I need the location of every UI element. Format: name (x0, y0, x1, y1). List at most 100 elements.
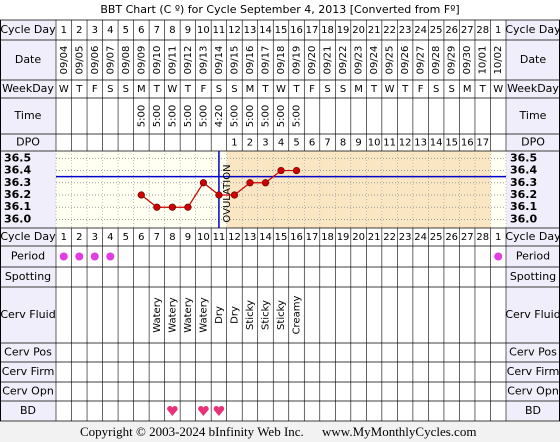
dpo: 15 (445, 138, 458, 149)
date: 09/14 (214, 46, 225, 75)
time: 5:00 (152, 105, 163, 127)
cycle-day: 7 (154, 25, 160, 36)
dpo: 14 (430, 138, 443, 149)
row-label: DPO (16, 136, 40, 149)
grid-body: Cycle Day Cycle Day Date Date WeekDay WeekDay… (0, 19, 560, 422)
cycle-day: 19 (337, 25, 350, 36)
luteal-shade (335, 151, 351, 228)
time: 4:20 (214, 105, 225, 127)
cycle-day: 10 (197, 25, 210, 36)
bd-heart (213, 405, 225, 416)
dpo: 6 (309, 138, 315, 149)
luteal-shade (319, 151, 336, 228)
weekday: S (123, 84, 129, 95)
luteal-shade (257, 151, 274, 228)
dpo: 4 (278, 138, 284, 149)
label-column (0, 20, 56, 421)
row-label: Period (11, 250, 45, 263)
cycle-day: 24 (414, 232, 427, 243)
cervical-fluid: Sticky (276, 300, 287, 330)
weekday: T (75, 84, 83, 95)
y-tick-label: 36.3 (4, 176, 31, 189)
cycle-day: 11 (213, 25, 226, 36)
cycle-day: 5 (123, 25, 129, 36)
period-dot (106, 252, 115, 261)
cycle-day: 23 (399, 232, 412, 243)
cycle-day: 7 (154, 232, 160, 243)
bd-heart (198, 405, 209, 416)
date: 09/20 (307, 46, 318, 75)
dpo: 8 (340, 138, 346, 149)
cycle-day: 27 (461, 25, 474, 36)
weekday: T (261, 84, 269, 95)
cervical-fluid: Creamy (292, 296, 303, 335)
y-tick-label: 36.3 (510, 176, 537, 189)
temperature-point (292, 166, 301, 175)
date: 09/06 (90, 46, 101, 75)
cycle-day: 16 (290, 232, 303, 243)
time: 5:00 (229, 105, 240, 127)
cycle-day: 22 (383, 232, 396, 243)
cycle-day: 25 (430, 25, 443, 36)
date: 09/23 (354, 46, 365, 75)
date: 09/18 (276, 46, 287, 75)
cycle-day: 13 (244, 25, 257, 36)
cycle-day: 14 (259, 232, 272, 243)
date: 09/25 (385, 46, 396, 75)
luteal-shade (474, 151, 491, 228)
luteal-shade (273, 151, 289, 228)
y-tick-label: 36.4 (4, 164, 31, 177)
cycle-day: 22 (383, 25, 396, 36)
cycle-day: 25 (430, 232, 443, 243)
date: 09/07 (105, 46, 116, 75)
date: 09/30 (462, 46, 473, 75)
temperature-point (246, 179, 254, 187)
date: 09/11 (167, 46, 178, 75)
period-dot (75, 252, 84, 261)
cycle-day: 3 (92, 25, 98, 36)
weekday: T (292, 84, 300, 95)
cycle-day: 8 (169, 232, 175, 243)
weekday: F (418, 84, 424, 95)
weekday: M (463, 84, 472, 95)
dpo: 3 (262, 138, 268, 149)
dpo: 11 (383, 138, 396, 149)
cycle-day: 9 (185, 232, 191, 243)
row-label: Cerv Firm (2, 365, 55, 378)
dpo: 7 (324, 138, 330, 149)
row-label: Cycle Day (505, 230, 560, 243)
cycle-day: 26 (445, 232, 458, 243)
cycle-day: 1 (61, 232, 67, 243)
dpo: 1 (231, 138, 237, 149)
cycle-day: 5 (123, 232, 129, 243)
row-label: DPO (521, 136, 545, 149)
row-label: Date (15, 53, 42, 66)
temperature-point (277, 166, 285, 175)
cycle-day: 26 (445, 25, 458, 36)
row-label: Cerv Pos (4, 346, 52, 359)
date: 10/01 (478, 46, 489, 75)
period-dot (90, 252, 99, 261)
date: 09/28 (431, 46, 442, 75)
date: 09/10 (152, 46, 163, 75)
temperature-point (230, 191, 239, 199)
date: 09/22 (338, 46, 349, 75)
cycle-day: 16 (290, 25, 303, 36)
weekday: W (276, 84, 286, 95)
period-dot (494, 252, 503, 261)
dpo: 12 (399, 138, 412, 149)
time: 5:00 (183, 105, 194, 127)
luteal-shade (242, 151, 258, 228)
copyright: Copyright © 2003-2024 bInfinity Web Inc. (80, 424, 304, 439)
date: 09/17 (260, 46, 271, 75)
date: 09/26 (400, 46, 411, 75)
date: 09/27 (416, 46, 427, 75)
luteal-shade (381, 151, 398, 228)
time: 5:00 (245, 105, 256, 127)
temperature-point (168, 203, 176, 211)
cycle-day: 27 (461, 232, 474, 243)
date: 09/21 (323, 46, 334, 75)
cervical-fluid: Sticky (245, 300, 256, 330)
weekday: F (201, 84, 207, 95)
cycle-day: 12 (228, 25, 241, 36)
